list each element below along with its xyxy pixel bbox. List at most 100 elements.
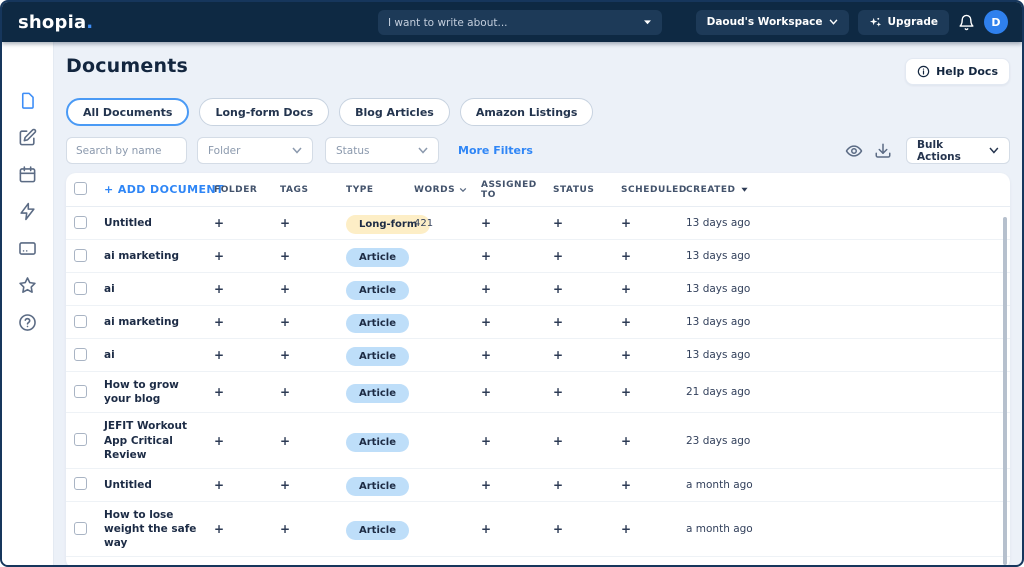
column-header-folder[interactable]: FOLDER xyxy=(214,184,258,195)
row-checkbox[interactable] xyxy=(74,384,87,398)
upgrade-button[interactable]: Upgrade xyxy=(857,9,949,35)
sidebar-lightning-icon[interactable] xyxy=(18,201,38,221)
add-schedule-button[interactable]: + xyxy=(621,433,632,448)
sidebar-favorites-icon[interactable] xyxy=(18,275,38,295)
add-schedule-button[interactable]: + xyxy=(621,282,632,296)
document-name[interactable]: How to lose weight the safe way xyxy=(104,508,197,550)
column-header-tags[interactable]: TAGS xyxy=(280,184,309,195)
sidebar-calendar-icon[interactable] xyxy=(18,164,38,184)
add-tag-button[interactable]: + xyxy=(280,433,291,448)
add-assignee-button[interactable]: + xyxy=(481,433,492,448)
download-icon[interactable] xyxy=(874,142,892,160)
add-status-button[interactable]: + xyxy=(553,249,564,263)
tab-long-form-docs[interactable]: Long-form Docs xyxy=(199,98,330,126)
write-about-combobox[interactable]: I want to write about... xyxy=(378,10,662,35)
add-assignee-button[interactable]: + xyxy=(481,216,492,230)
add-tag-button[interactable]: + xyxy=(280,249,291,263)
search-input[interactable] xyxy=(66,137,187,164)
add-status-button[interactable]: + xyxy=(553,477,564,492)
row-checkbox[interactable] xyxy=(74,248,87,262)
add-folder-button[interactable]: + xyxy=(214,216,225,230)
column-header-created[interactable]: CREATED xyxy=(686,185,1010,195)
add-folder-button[interactable]: + xyxy=(214,433,225,448)
add-status-button[interactable]: + xyxy=(553,522,564,537)
add-assignee-button[interactable]: + xyxy=(481,385,492,400)
add-status-button[interactable]: + xyxy=(553,315,564,329)
add-status-button[interactable]: + xyxy=(553,216,564,230)
add-schedule-button[interactable]: + xyxy=(621,315,632,329)
add-folder-button[interactable]: + xyxy=(214,385,225,400)
notifications-bell-icon[interactable] xyxy=(958,14,975,31)
row-checkbox[interactable] xyxy=(74,347,87,361)
help-docs-button[interactable]: Help Docs xyxy=(905,58,1010,85)
add-assignee-button[interactable]: + xyxy=(481,348,492,362)
document-name[interactable]: How to grow your blog xyxy=(104,379,179,406)
shopia-logo[interactable]: shopia. xyxy=(18,12,93,33)
tab-all-documents[interactable]: All Documents xyxy=(66,98,190,126)
add-tag-button[interactable]: + xyxy=(280,522,291,537)
column-header-words[interactable]: WORDS xyxy=(414,185,481,195)
add-assignee-button[interactable]: + xyxy=(481,282,492,296)
more-filters-link[interactable]: More Filters xyxy=(458,144,533,157)
add-assignee-button[interactable]: + xyxy=(481,522,492,537)
document-name[interactable]: JEFIT Workout App Critical Review xyxy=(104,420,187,461)
add-tag-button[interactable]: + xyxy=(280,216,291,230)
add-tag-button[interactable]: + xyxy=(280,348,291,362)
column-header-assigned-to[interactable]: ASSIGNED TO xyxy=(481,179,537,200)
add-folder-button[interactable]: + xyxy=(214,477,225,492)
column-header-scheduled[interactable]: SCHEDULED xyxy=(621,185,686,195)
toggle-columns-eye-icon[interactable] xyxy=(845,142,863,160)
row-checkbox[interactable] xyxy=(74,314,87,328)
add-schedule-button[interactable]: + xyxy=(621,249,632,263)
add-folder-button[interactable]: + xyxy=(214,282,225,296)
document-name[interactable]: A Cinematic Retrospective: The Best... xyxy=(104,557,214,565)
tab-amazon-listings[interactable]: Amazon Listings xyxy=(459,98,594,126)
add-schedule-button[interactable]: + xyxy=(621,348,632,362)
add-schedule-button[interactable]: + xyxy=(621,477,632,492)
document-name[interactable]: ai xyxy=(104,282,115,295)
user-avatar[interactable]: D xyxy=(984,10,1008,34)
add-schedule-button[interactable]: + xyxy=(621,385,632,400)
row-checkbox[interactable] xyxy=(74,477,87,491)
status-select[interactable]: Status xyxy=(325,137,439,164)
add-schedule-button[interactable]: + xyxy=(621,216,632,230)
sidebar-billing-icon[interactable] xyxy=(18,238,38,258)
add-folder-button[interactable]: + xyxy=(214,522,225,537)
add-status-button[interactable]: + xyxy=(553,385,564,400)
add-folder-button[interactable]: + xyxy=(214,348,225,362)
add-status-button[interactable]: + xyxy=(553,433,564,448)
select-all-checkbox[interactable] xyxy=(74,182,87,195)
workspace-switcher[interactable]: Daoud's Workspace xyxy=(695,9,849,35)
add-folder-button[interactable]: + xyxy=(214,315,225,329)
sidebar-compose-icon[interactable] xyxy=(18,127,38,147)
add-status-button[interactable]: + xyxy=(553,348,564,362)
add-tag-button[interactable]: + xyxy=(280,315,291,329)
add-tag-button[interactable]: + xyxy=(280,477,291,492)
column-header-type[interactable]: TYPE xyxy=(346,184,374,195)
add-assignee-button[interactable]: + xyxy=(481,477,492,492)
bulk-actions-select[interactable]: Bulk Actions xyxy=(906,137,1010,164)
add-assignee-button[interactable]: + xyxy=(481,249,492,263)
row-checkbox[interactable] xyxy=(74,215,87,229)
add-status-button[interactable]: + xyxy=(553,282,564,296)
sidebar-documents-icon[interactable] xyxy=(18,90,38,110)
document-name[interactable]: Untitled xyxy=(104,216,152,229)
folder-select[interactable]: Folder xyxy=(197,137,313,164)
add-assignee-button[interactable]: + xyxy=(481,315,492,329)
document-name[interactable]: ai marketing xyxy=(104,249,179,262)
document-name[interactable]: Untitled xyxy=(104,478,152,491)
add-schedule-button[interactable]: + xyxy=(621,522,632,537)
add-tag-button[interactable]: + xyxy=(280,282,291,296)
sidebar-help-icon[interactable] xyxy=(18,312,38,332)
tab-blog-articles[interactable]: Blog Articles xyxy=(339,98,450,126)
document-name[interactable]: ai xyxy=(104,348,115,361)
add-document-button[interactable]: + ADD DOCUMENT xyxy=(104,183,224,196)
add-folder-button[interactable]: + xyxy=(214,249,225,263)
row-checkbox[interactable] xyxy=(74,433,87,447)
column-header-status[interactable]: STATUS xyxy=(553,184,595,195)
row-checkbox[interactable] xyxy=(74,281,87,295)
document-name[interactable]: ai marketing xyxy=(104,315,179,328)
table-scrollbar[interactable] xyxy=(1003,217,1007,565)
add-tag-button[interactable]: + xyxy=(280,385,291,400)
row-checkbox[interactable] xyxy=(74,521,87,535)
